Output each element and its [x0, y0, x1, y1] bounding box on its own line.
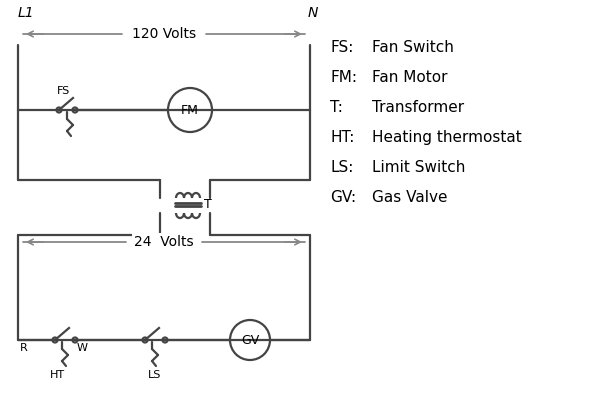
Text: HT:: HT:	[330, 130, 355, 145]
Text: W: W	[77, 343, 88, 353]
Text: T: T	[204, 198, 212, 212]
Text: FS: FS	[57, 86, 70, 96]
Text: GV:: GV:	[330, 190, 356, 205]
Text: Limit Switch: Limit Switch	[372, 160, 466, 175]
Text: N: N	[308, 6, 319, 20]
Text: 24  Volts: 24 Volts	[134, 235, 194, 249]
Text: LS:: LS:	[330, 160, 353, 175]
Text: FM: FM	[181, 104, 199, 116]
Text: L1: L1	[18, 6, 35, 20]
Text: GV: GV	[241, 334, 259, 346]
Text: Fan Motor: Fan Motor	[372, 70, 447, 85]
Text: Heating thermostat: Heating thermostat	[372, 130, 522, 145]
Text: Fan Switch: Fan Switch	[372, 40, 454, 55]
Text: Gas Valve: Gas Valve	[372, 190, 447, 205]
Text: LS: LS	[148, 370, 162, 380]
Text: FM:: FM:	[330, 70, 357, 85]
Text: Transformer: Transformer	[372, 100, 464, 115]
Text: T:: T:	[330, 100, 343, 115]
Text: 120 Volts: 120 Volts	[132, 27, 196, 41]
Text: HT: HT	[50, 370, 64, 380]
Text: R: R	[20, 343, 28, 353]
Text: FS:: FS:	[330, 40, 353, 55]
